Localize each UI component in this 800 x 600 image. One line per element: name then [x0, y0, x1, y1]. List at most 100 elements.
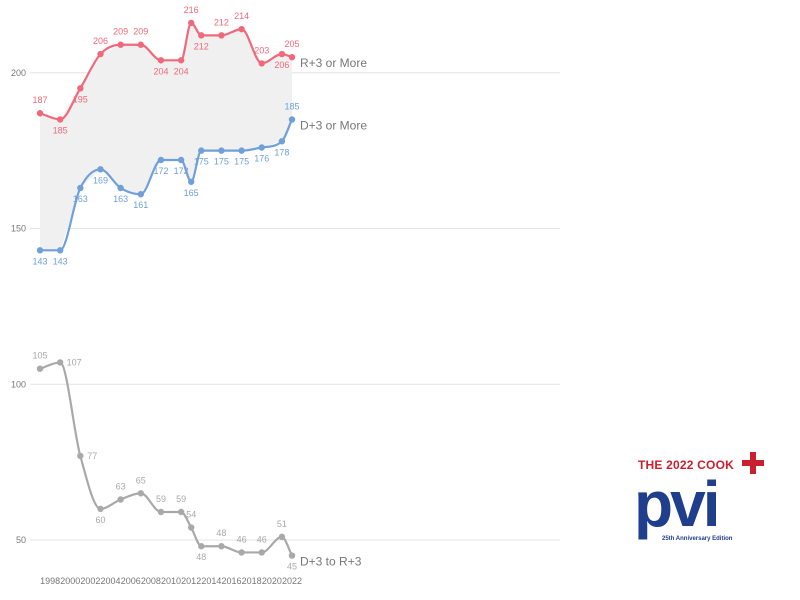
data-label: 105: [32, 351, 47, 361]
data-label: 161: [133, 200, 148, 210]
data-point: [218, 147, 225, 154]
x-tick-label: 1998: [40, 576, 60, 586]
data-point: [198, 32, 205, 39]
x-tick-label: 2008: [141, 576, 161, 586]
data-point: [278, 50, 286, 58]
data-label: 175: [234, 157, 249, 167]
data-label: 165: [184, 188, 199, 198]
data-point: [278, 533, 286, 541]
data-point: [157, 508, 165, 516]
series-name-label: R+3 or More: [300, 56, 367, 70]
data-point: [288, 53, 296, 61]
x-tick-label: 2020: [262, 576, 282, 586]
data-point: [97, 505, 104, 513]
data-label: 54: [186, 510, 196, 520]
data-point: [288, 552, 296, 559]
data-label: 216: [184, 5, 199, 15]
data-label: 172: [174, 166, 189, 176]
data-point: [198, 147, 205, 154]
data-label: 45: [287, 562, 297, 572]
data-label: 209: [113, 27, 128, 37]
data-label: 212: [194, 41, 209, 51]
data-label: 212: [214, 17, 229, 27]
data-point: [177, 156, 185, 164]
data-label: 175: [194, 157, 209, 167]
data-point: [188, 178, 195, 185]
x-tick-label: 2016: [222, 576, 242, 586]
data-point: [56, 359, 64, 366]
data-point: [258, 60, 265, 67]
data-point: [157, 156, 165, 164]
logo-title: THE 2022 COOK: [638, 458, 734, 472]
data-point: [97, 166, 104, 173]
data-point: [177, 508, 185, 516]
data-label: 46: [237, 534, 247, 544]
x-tick-label: 2000: [60, 576, 80, 586]
x-tick-label: 2012: [181, 576, 201, 586]
data-label: 205: [284, 39, 299, 49]
data-label: 176: [254, 154, 269, 164]
data-point: [117, 41, 124, 48]
data-point: [278, 138, 286, 145]
data-point: [56, 116, 64, 123]
data-label: 63: [116, 482, 126, 492]
data-point: [77, 85, 84, 92]
series-name-label: D+3 to R+3: [300, 555, 362, 569]
data-label: 169: [93, 175, 108, 185]
plus-icon: [742, 452, 764, 474]
series-points: [36, 19, 296, 559]
data-point: [258, 549, 265, 556]
data-label: 163: [113, 194, 128, 204]
data-label: 195: [73, 94, 88, 104]
logo-subtitle: 25th Anniversary Edition: [662, 536, 733, 542]
x-tick-label: 2004: [101, 576, 121, 586]
y-tick-label: 100: [11, 379, 26, 389]
data-point: [157, 57, 165, 64]
x-tick-label: 2010: [161, 576, 181, 586]
data-point: [77, 452, 84, 460]
data-labels: 187 185 195 206 209 209 204 204 216 212 212 214 203 2…: [32, 5, 299, 572]
data-label: 204: [174, 66, 189, 76]
series-labels: R+3 or More D+3 or More D+3 to R+3: [300, 56, 367, 568]
data-label: 203: [254, 45, 269, 55]
data-label: 178: [274, 147, 289, 157]
x-tick-label: 2014: [201, 576, 221, 586]
data-label: 48: [216, 528, 226, 538]
y-tick-label: 50: [16, 535, 26, 545]
data-label: 77: [87, 451, 97, 461]
x-tick-label: 2018: [242, 576, 262, 586]
data-label: 214: [234, 11, 249, 21]
data-label: 163: [73, 194, 88, 204]
x-tick-label: 2002: [80, 576, 100, 586]
data-label: 187: [32, 95, 47, 105]
data-point: [238, 25, 245, 33]
data-label: 60: [95, 515, 105, 525]
data-point: [36, 365, 44, 372]
band-area: [40, 22, 292, 251]
data-point: [258, 144, 265, 151]
data-label: 175: [214, 157, 229, 167]
data-point: [97, 50, 104, 58]
data-point: [77, 184, 84, 192]
series-name-label: D+3 or More: [300, 118, 367, 132]
data-point: [137, 41, 144, 48]
data-label: 143: [32, 256, 47, 266]
data-point: [238, 549, 245, 556]
y-tick-label: 150: [11, 224, 26, 234]
x-tick-label: 2006: [121, 576, 141, 586]
data-label: 107: [67, 357, 82, 367]
data-label: 59: [176, 494, 186, 504]
cook-pvi-logo: THE 2022 COOK pvi 25th Anniversary Editi…: [634, 452, 774, 562]
data-label: 204: [153, 66, 168, 76]
data-point: [36, 110, 44, 117]
data-label: 185: [53, 125, 68, 135]
data-point: [56, 247, 64, 254]
data-point: [288, 116, 296, 123]
data-label: 46: [257, 534, 267, 544]
data-label: 143: [53, 256, 68, 266]
shaded-band: [40, 22, 292, 251]
y-tick-label: 200: [11, 68, 26, 78]
data-point: [36, 247, 44, 254]
